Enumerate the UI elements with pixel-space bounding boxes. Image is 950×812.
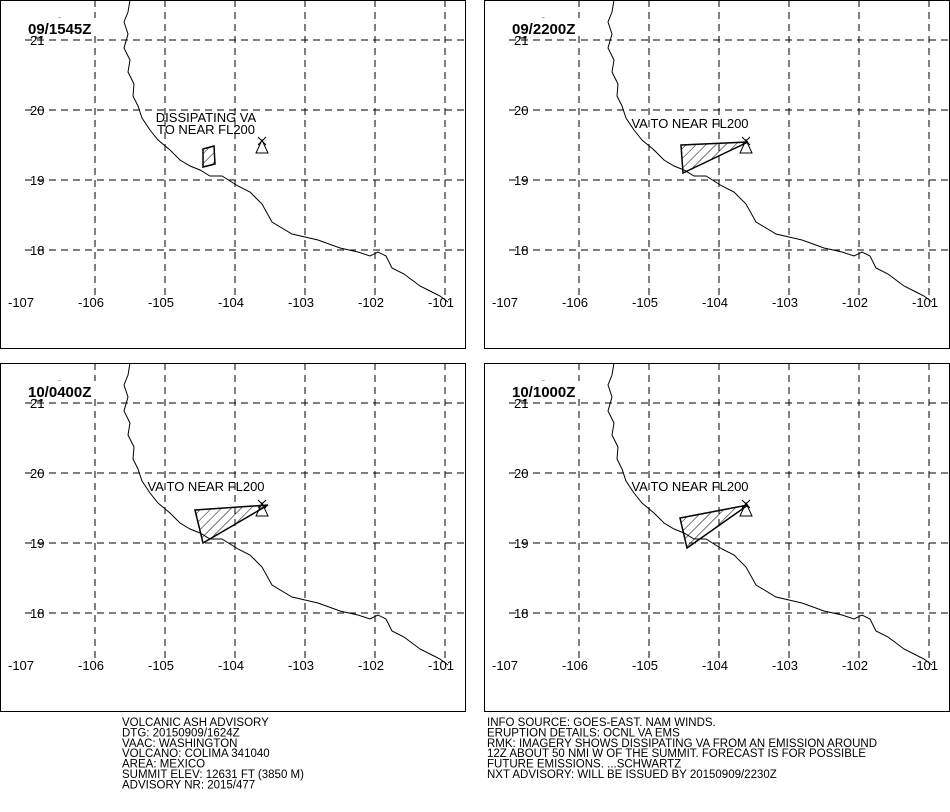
- map-panel: -107 -106 -105 -104 -103 -102 -101 21 20 19 18 10/1…: [484, 362, 950, 712]
- annotation: TO NEAR FL200: [157, 122, 255, 137]
- valid-time: 09/1545Z: [28, 21, 91, 38]
- coastline: [607, 362, 933, 666]
- panel-border: [484, 363, 950, 712]
- lon-label: -101: [428, 295, 454, 310]
- lat-label: 21: [30, 396, 44, 411]
- panel-border: [484, 0, 950, 349]
- valid-time: 09/2200Z: [512, 21, 575, 38]
- lat-label: 21: [30, 33, 44, 48]
- lon-label: -101: [428, 658, 454, 673]
- volcano-x: [257, 499, 267, 509]
- volcano: [255, 501, 269, 517]
- lon-label: -102: [842, 658, 868, 673]
- lon-label: -102: [358, 658, 384, 673]
- lat-label: 18: [30, 606, 44, 621]
- lon-label: -105: [148, 295, 174, 310]
- lon-label: -106: [78, 295, 104, 310]
- advisory-line: NXT ADVISORY: WILL BE ISSUED BY 20150909…: [487, 769, 777, 781]
- lon-label: -103: [772, 295, 798, 310]
- volcano-x: [741, 136, 751, 146]
- lat-label: 18: [514, 243, 528, 258]
- lat-label: 18: [514, 606, 528, 621]
- lon-label: -106: [562, 658, 588, 673]
- map-panel: -107 -106 -105 -104 -103 -102 -101 21 20 19 18 09/1…: [0, 0, 466, 349]
- ash-area: [680, 141, 749, 175]
- lon-label: -106: [78, 658, 104, 673]
- advisory-line: FUTURE EMISSIONS. ...SCHWARTZ: [487, 759, 681, 771]
- lon-label: -104: [702, 295, 728, 310]
- lon-label: -103: [772, 658, 798, 673]
- panel-border: [0, 0, 466, 349]
- advisory-line: RMK: IMAGERY SHOWS DISSIPATING VA FROM A…: [487, 738, 877, 750]
- lon-label: -104: [218, 295, 244, 310]
- lon-label: -107: [492, 658, 518, 673]
- coastline: [123, 0, 449, 303]
- lon-label: -107: [8, 295, 34, 310]
- lon-label: -105: [148, 658, 174, 673]
- lat-label: 21: [514, 396, 528, 411]
- advisory-line: 12Z ABOUT 50 NMI W OF THE SUMMIT. FORECA…: [487, 748, 866, 760]
- time-bg: [26, 18, 108, 36]
- lat-label: 20: [30, 103, 44, 118]
- volcano: [739, 138, 753, 154]
- advisory-line: VOLCANO: COLIMA 341040: [122, 748, 270, 760]
- advisory-line: ERUPTION DETAILS: OCNL VA EMS: [487, 727, 680, 739]
- map-panel: -107 -106 -105 -104 -103 -102 -101 21 20 19 18 10/0…: [0, 362, 466, 712]
- volcano-x: [741, 499, 751, 509]
- advisory-line: SUMMIT ELEV: 12631 FT (3850 M): [122, 769, 304, 781]
- lon-label: -106: [562, 295, 588, 310]
- coastline: [123, 362, 449, 666]
- lon-label: -101: [912, 295, 938, 310]
- advisory-line: ADVISORY NR: 2015/477: [122, 779, 255, 791]
- lon-label: -107: [8, 658, 34, 673]
- advisory-line: AREA: MEXICO: [122, 759, 205, 771]
- annotation: VA TO NEAR FL200: [631, 479, 748, 494]
- lat-label: 21: [514, 33, 528, 48]
- lon-label: -105: [632, 295, 658, 310]
- volcano: [739, 501, 753, 517]
- volcano: [255, 138, 269, 154]
- ash-area: [194, 504, 269, 545]
- time-bg: [26, 381, 108, 399]
- volcano-x: [257, 136, 267, 146]
- advisory-line: VOLCANIC ASH ADVISORY: [122, 717, 269, 729]
- ash-area: [202, 145, 216, 168]
- lon-label: -103: [288, 295, 314, 310]
- ash-area: [679, 504, 749, 550]
- advisory-line: VAAC: WASHINGTON: [122, 738, 237, 750]
- map-panel: -107 -106 -105 -104 -103 -102 -101 21 20 19 18 09/2…: [484, 0, 950, 349]
- lat-label: 18: [30, 243, 44, 258]
- valid-time: 10/0400Z: [28, 384, 91, 401]
- lat-label: 19: [30, 173, 44, 188]
- lon-label: -102: [842, 295, 868, 310]
- lat-label: 19: [514, 536, 528, 551]
- coastline: [607, 0, 933, 303]
- lon-label: -104: [702, 658, 728, 673]
- time-bg: [510, 18, 592, 36]
- lon-label: -107: [492, 295, 518, 310]
- advisory-line: DTG: 20150909/1624Z: [122, 727, 240, 739]
- lon-label: -104: [218, 658, 244, 673]
- lat-label: 20: [30, 466, 44, 481]
- lon-label: -105: [632, 658, 658, 673]
- lat-label: 20: [514, 103, 528, 118]
- annotation: DISSIPATING VA: [156, 110, 257, 125]
- lat-label: 20: [514, 466, 528, 481]
- panel-border: [0, 363, 466, 712]
- lat-label: 19: [30, 536, 44, 551]
- valid-time: 10/1000Z: [512, 384, 575, 401]
- annotation: VA TO NEAR FL200: [147, 479, 264, 494]
- advisory-line: INFO SOURCE: GOES-EAST. NAM WINDS.: [487, 717, 716, 729]
- lon-label: -101: [912, 658, 938, 673]
- lat-label: 19: [514, 173, 528, 188]
- lon-label: -103: [288, 658, 314, 673]
- annotation: VA TO NEAR FL200: [631, 116, 748, 131]
- time-bg: [510, 381, 592, 399]
- lon-label: -102: [358, 295, 384, 310]
